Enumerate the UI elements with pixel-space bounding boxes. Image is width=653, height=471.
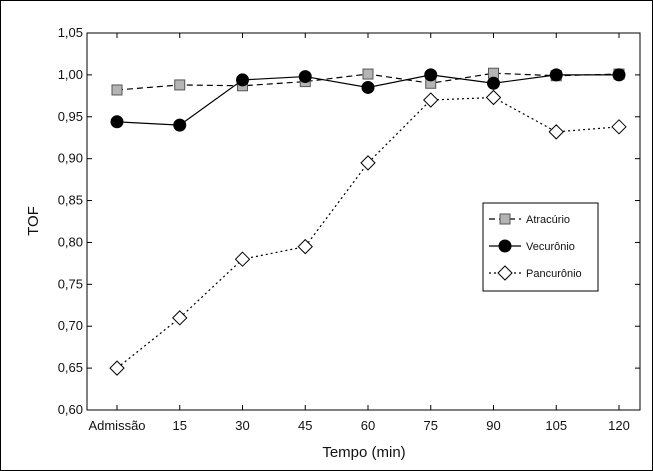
y-tick-label: 0,90 [58,151,83,166]
data-point [548,124,564,140]
x-tick-label: 45 [298,418,312,433]
x-tick-label: 120 [608,418,630,433]
legend-marker [497,265,513,281]
legend-item: Atracúrio [489,213,570,226]
y-tick-label: 1,00 [58,67,83,82]
data-point [611,119,627,135]
data-point [423,92,439,108]
series-1 [110,68,626,132]
legend-label: Atracúrio [526,214,570,226]
data-point [549,68,563,82]
x-tick-label: 30 [235,418,249,433]
data-point [424,68,438,82]
y-tick-label: 1,05 [58,25,83,40]
data-point [236,73,249,87]
data-point [487,76,500,90]
legend-label: Pancurônio [526,268,582,280]
legend: Atracúrio Vecurônio Pancurônio [482,202,599,292]
x-axis: Admissão 15 30 45 60 75 90 105 120 [88,33,630,433]
data-point [173,118,187,132]
legend-item: Pancurônio [489,265,582,281]
y-tick-label: 0,85 [58,193,83,208]
series-2 [109,89,627,376]
legend-marker [498,239,512,253]
x-tick-label: 105 [545,418,567,433]
data-point [485,89,502,106]
x-tick-label: 60 [361,418,375,433]
legend-marker [499,213,511,225]
x-tick-label: 15 [173,418,187,433]
x-axis-title: Tempo (min) [322,444,405,461]
data-point [612,68,626,82]
x-tick-label: Admissão [88,418,145,433]
legend-label: Vecurônio [526,241,575,253]
y-axis: 0,60 0,65 0,70 0,75 0,80 0,85 0,90 0,95 1,00 1,05 [58,25,640,417]
y-axis-title: TOF [25,206,42,236]
data-point [360,155,376,171]
data-point [109,360,125,376]
data-point [362,68,374,80]
data-point [488,67,499,79]
data-point [361,80,375,94]
data-point [174,79,186,91]
data-point [110,115,124,129]
y-tick-label: 0,80 [58,234,83,249]
data-point [298,70,312,84]
data-point [234,251,251,267]
y-tick-label: 0,65 [58,360,83,375]
series-layer [109,67,627,376]
y-tick-label: 0,75 [58,276,83,291]
y-tick-label: 0,95 [58,109,83,124]
plot-area [86,32,641,411]
data-point [297,238,313,255]
y-tick-label: 0,70 [58,318,83,333]
data-point [111,84,123,96]
x-tick-label: 75 [424,418,438,433]
y-tick-label: 0,60 [58,402,83,417]
legend-item: Vecurônio [489,239,575,253]
x-tick-label: 90 [486,418,500,433]
data-point [172,310,188,326]
